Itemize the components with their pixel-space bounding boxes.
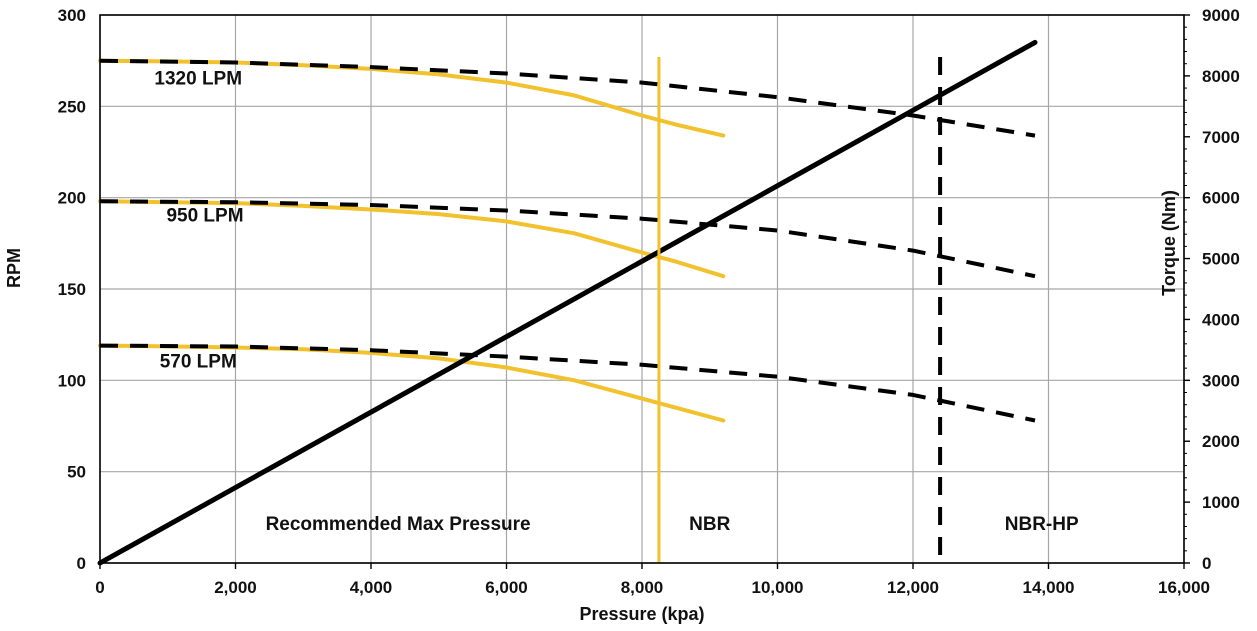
y-right-tick-label: 9000	[1202, 6, 1240, 25]
x-tick-label: 16,000	[1158, 578, 1210, 597]
series-layer	[97, 39, 1038, 566]
y-axis-right-title: Torque (Nm)	[1159, 190, 1179, 296]
torque-line	[97, 39, 1038, 566]
y-right-tick-label: 7000	[1202, 128, 1240, 147]
rpm-solid-line	[98, 343, 726, 423]
x-tick-label: 6,000	[485, 578, 528, 597]
rpm-dashed-line	[99, 58, 1036, 138]
rpm-dashed-line	[99, 199, 1036, 279]
y-right-tick-label: 3000	[1202, 371, 1240, 390]
region-annotation: NBR	[689, 514, 730, 535]
plot-frame	[99, 14, 1190, 569]
y-left-tick-label: 250	[58, 97, 86, 116]
x-tick-label: 4,000	[350, 578, 393, 597]
grid-layer	[99, 14, 1185, 564]
y-right-tick-label: 1000	[1202, 493, 1240, 512]
x-tick-label: 14,000	[1023, 578, 1075, 597]
rpm-dashed-line	[99, 343, 1036, 423]
y-left-tick-label: 150	[58, 280, 86, 299]
reference-lines	[657, 57, 943, 563]
y-right-tick-label: 6000	[1202, 189, 1240, 208]
y-axis-left-title: RPM	[4, 248, 24, 288]
region-annotation: Recommended Max Pressure	[266, 514, 531, 535]
label-layer: 0 2,000 4,000 6,000 8,000 10,000 12,000 14,000 1…	[58, 6, 1240, 597]
y-left-tick-label: 300	[58, 6, 86, 25]
region-annotation: NBR-HP	[1005, 514, 1079, 535]
y-left-tick-label: 100	[58, 371, 86, 390]
x-axis-title: Pressure (kpa)	[579, 604, 704, 624]
y-right-tick-label: 0	[1202, 554, 1211, 573]
y-right-tick-label: 2000	[1202, 432, 1240, 451]
x-tick-label: 0	[95, 578, 104, 597]
x-tick-label: 10,000	[752, 578, 804, 597]
flow-rate-label: 1320 LPM	[154, 68, 242, 89]
x-tick-label: 2,000	[214, 578, 257, 597]
flow-rate-label: 950 LPM	[166, 205, 243, 226]
flow-rate-label: 570 LPM	[160, 352, 237, 373]
y-right-tick-label: 5000	[1202, 250, 1240, 269]
y-left-tick-label: 50	[67, 463, 86, 482]
y-left-tick-label: 0	[77, 554, 86, 573]
plot-border	[99, 14, 1185, 564]
y-left-tick-label: 200	[58, 189, 86, 208]
x-tick-label: 12,000	[887, 578, 939, 597]
rpm-solid-line	[98, 58, 726, 138]
y-right-tick-label: 8000	[1202, 67, 1240, 86]
x-tick-label: 8,000	[621, 578, 664, 597]
y-right-tick-label: 4000	[1202, 310, 1240, 329]
